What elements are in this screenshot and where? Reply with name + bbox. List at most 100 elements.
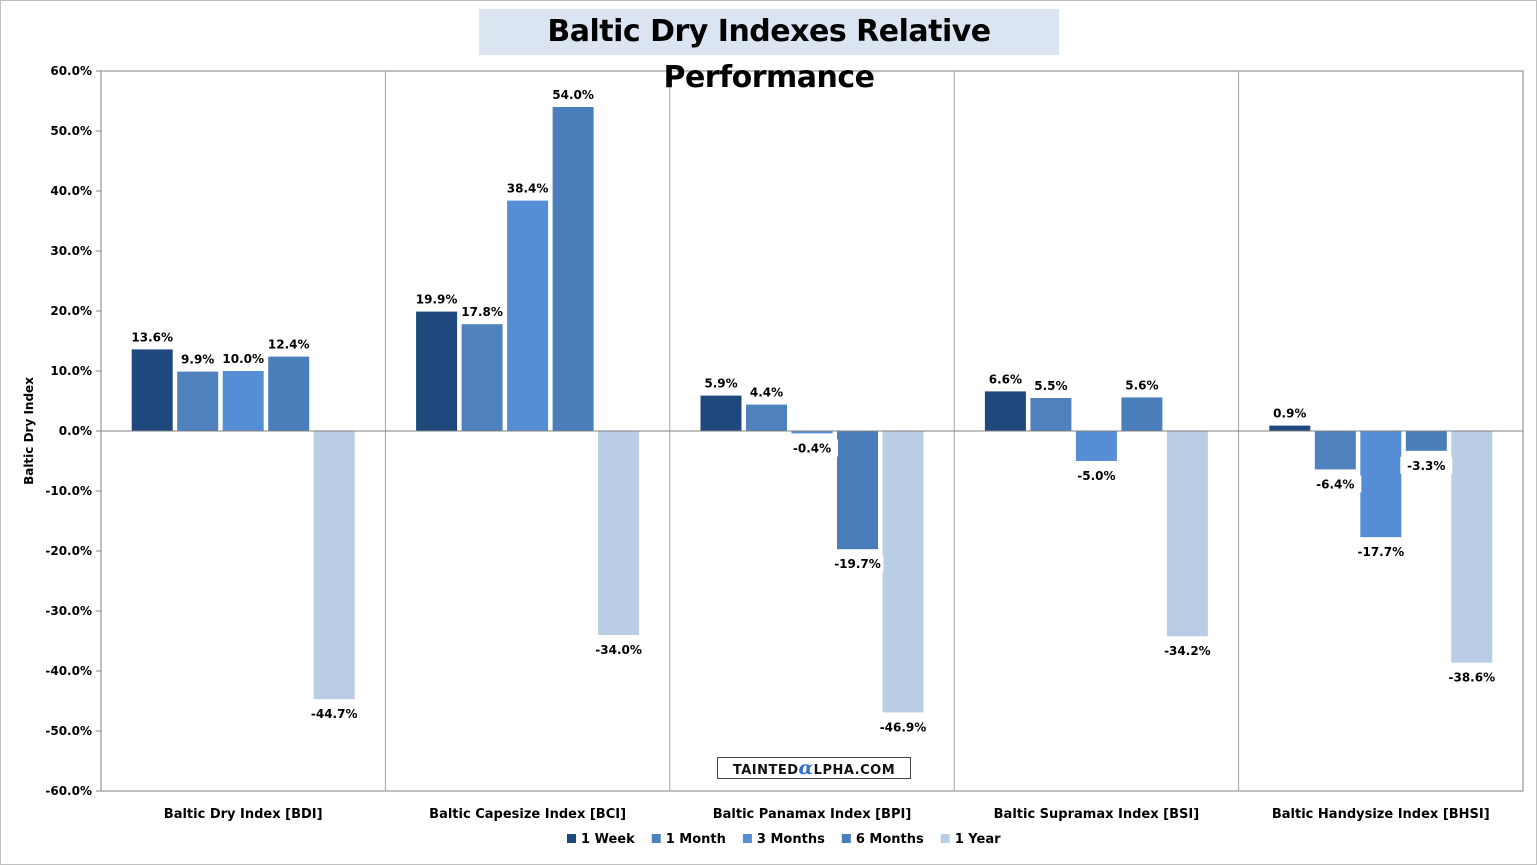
legend-entry: 1 Year — [955, 832, 1001, 847]
data-label: -46.9% — [880, 720, 927, 734]
x-category-label: Baltic Panamax Index [BPI] — [713, 807, 912, 822]
y-tick-label: 0.0% — [59, 424, 92, 438]
data-label: 12.4% — [268, 338, 310, 352]
bar-6-months — [552, 107, 594, 431]
data-label: -6.4% — [1316, 477, 1354, 491]
bar-1-month — [1314, 431, 1356, 470]
data-label: 10.0% — [222, 352, 264, 366]
bar-6-months — [837, 431, 878, 550]
data-label-bg — [1400, 456, 1453, 474]
legend-entry: 1 Week — [581, 832, 635, 847]
bar-1-year — [1451, 431, 1493, 663]
data-label: 4.4% — [750, 386, 783, 400]
data-label-bg — [1354, 543, 1407, 561]
bar-1-week — [1269, 425, 1311, 431]
bar-1-month — [1030, 398, 1072, 431]
x-category-label: Baltic Supramax Index [BSI] — [994, 807, 1200, 822]
data-label-bg — [831, 555, 884, 573]
y-tick-label: -10.0% — [45, 484, 92, 498]
bar-1-year — [313, 431, 355, 700]
data-label: 54.0% — [552, 88, 594, 102]
watermark-logo: TAINTEDαLPHA.COM — [717, 757, 911, 779]
y-tick-label: 50.0% — [50, 124, 92, 138]
legend-swatch — [742, 834, 752, 843]
data-label: 6.6% — [989, 372, 1022, 386]
alpha-glyph: α — [798, 757, 814, 779]
legend-swatch — [567, 834, 576, 843]
bar-3-months — [222, 371, 264, 431]
bar-3-months — [791, 431, 833, 434]
data-label: -17.7% — [1357, 545, 1404, 559]
bar-1-week — [984, 391, 1026, 431]
y-axis-label: Baltic Dry Index — [22, 377, 36, 485]
bar-6-months — [1121, 397, 1163, 431]
data-label: -38.6% — [1448, 671, 1495, 685]
data-label: 38.4% — [507, 182, 549, 196]
bar-1-month — [177, 371, 219, 431]
watermark-text-pre: TAINTED — [732, 763, 799, 778]
data-label-bg — [786, 439, 838, 457]
x-category-label: Baltic Capesize Index [BCI] — [429, 807, 626, 822]
bar-1-week — [131, 349, 173, 431]
data-label: 0.9% — [1273, 407, 1306, 421]
bar-3-months — [507, 200, 549, 431]
bar-1-month — [461, 324, 503, 431]
data-label: 13.6% — [131, 330, 173, 344]
bar-6-months — [268, 356, 310, 431]
data-label: -44.7% — [311, 707, 358, 721]
legend-swatch — [940, 834, 950, 843]
chart-title: Baltic Dry Indexes Relative Performance — [479, 9, 1059, 95]
x-category-label: Baltic Handysize Index [BHSI] — [1272, 807, 1490, 822]
bar-3-months — [1360, 431, 1402, 538]
data-label: -34.0% — [595, 643, 642, 657]
bar-3-months — [1075, 431, 1117, 461]
data-label-bg — [592, 641, 645, 658]
legend-swatch — [841, 834, 851, 843]
legend-entry: 3 Months — [757, 832, 825, 847]
y-tick-label: -30.0% — [45, 604, 92, 618]
legend-entry: 6 Months — [856, 832, 924, 847]
bar-6-months — [1405, 431, 1447, 451]
legend-swatch — [651, 834, 661, 843]
data-label-bg — [1445, 668, 1498, 686]
y-tick-label: -50.0% — [45, 724, 92, 738]
data-label: 5.9% — [704, 377, 737, 391]
data-label: -3.3% — [1407, 459, 1445, 473]
data-label: 5.6% — [1125, 378, 1158, 392]
data-label: -0.4% — [793, 441, 831, 455]
y-tick-label: 60.0% — [50, 64, 92, 78]
data-label-bg — [1309, 475, 1362, 493]
x-category-label: Baltic Dry Index [BDI] — [164, 807, 323, 822]
data-label: -19.7% — [834, 557, 881, 571]
legend: 1 Week 1 Month 3 Months 6 Months 1 Year — [567, 832, 1001, 847]
y-tick-label: -60.0% — [45, 784, 92, 798]
data-label: 9.9% — [181, 353, 214, 367]
bar-1-year — [598, 431, 640, 635]
y-tick-label: 20.0% — [50, 304, 92, 318]
data-label-bg — [1161, 642, 1214, 660]
data-label: 17.8% — [461, 305, 503, 319]
data-label: 5.5% — [1034, 379, 1067, 393]
watermark-text-post: LPHA.COM — [813, 763, 896, 778]
bar-1-year — [1166, 431, 1208, 637]
axis-layer: 60.0% 50.0% 40.0% 30.0% 20.0% 10.0% 0.0% -10.0%… — [45, 64, 1523, 822]
y-tick-label: 10.0% — [50, 364, 92, 378]
y-tick-label: 30.0% — [50, 244, 92, 258]
data-label: -5.0% — [1077, 469, 1115, 483]
bar-1-week — [416, 311, 458, 431]
data-label-bg — [877, 718, 929, 736]
bar-1-year — [882, 431, 924, 713]
y-tick-label: 40.0% — [50, 184, 92, 198]
data-label: -34.2% — [1164, 644, 1211, 658]
legend-entry: 1 Month — [666, 832, 726, 847]
bar-1-month — [746, 404, 787, 431]
data-label-bg — [1070, 467, 1123, 484]
bar-1-week — [700, 395, 742, 431]
y-tick-label: -40.0% — [45, 664, 92, 678]
bars-layer — [131, 107, 1493, 713]
data-label: 19.9% — [416, 293, 458, 307]
labels-layer: 13.6% 9.9% 10.0% 12.4% -44.7% 19.9%17.8% 38.4%… — [131, 88, 1498, 736]
y-tick-label: -20.0% — [45, 544, 92, 558]
